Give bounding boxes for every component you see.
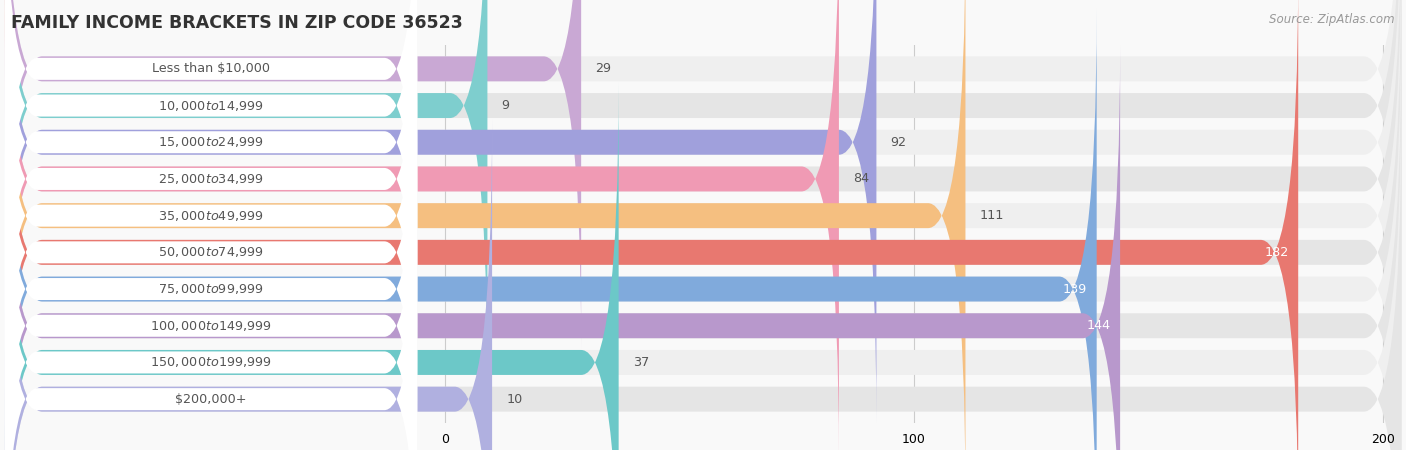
FancyBboxPatch shape: [4, 117, 418, 450]
FancyBboxPatch shape: [4, 0, 581, 350]
Text: $50,000 to $74,999: $50,000 to $74,999: [157, 245, 264, 259]
Text: 92: 92: [890, 136, 907, 149]
FancyBboxPatch shape: [4, 45, 1121, 450]
FancyBboxPatch shape: [4, 8, 1097, 450]
FancyBboxPatch shape: [4, 81, 619, 450]
Text: $75,000 to $99,999: $75,000 to $99,999: [157, 282, 264, 296]
FancyBboxPatch shape: [4, 80, 418, 450]
Text: $35,000 to $49,999: $35,000 to $49,999: [157, 209, 264, 223]
Text: $15,000 to $24,999: $15,000 to $24,999: [157, 135, 264, 149]
Text: 84: 84: [853, 172, 869, 185]
FancyBboxPatch shape: [4, 0, 1402, 387]
FancyBboxPatch shape: [4, 0, 418, 315]
Text: Source: ZipAtlas.com: Source: ZipAtlas.com: [1270, 14, 1395, 27]
FancyBboxPatch shape: [4, 45, 1402, 450]
Text: 9: 9: [502, 99, 509, 112]
FancyBboxPatch shape: [4, 0, 418, 388]
Text: 144: 144: [1087, 319, 1111, 332]
Text: 111: 111: [980, 209, 1004, 222]
Text: 37: 37: [633, 356, 650, 369]
FancyBboxPatch shape: [4, 0, 488, 387]
FancyBboxPatch shape: [4, 0, 418, 425]
Text: 29: 29: [595, 63, 612, 75]
FancyBboxPatch shape: [4, 43, 418, 450]
FancyBboxPatch shape: [4, 0, 1402, 423]
FancyBboxPatch shape: [4, 81, 1402, 450]
FancyBboxPatch shape: [4, 0, 966, 450]
Text: $25,000 to $34,999: $25,000 to $34,999: [157, 172, 264, 186]
FancyBboxPatch shape: [4, 0, 839, 450]
Text: $100,000 to $149,999: $100,000 to $149,999: [150, 319, 271, 333]
FancyBboxPatch shape: [4, 153, 418, 450]
FancyBboxPatch shape: [4, 118, 1402, 450]
FancyBboxPatch shape: [4, 8, 1402, 450]
Text: 139: 139: [1063, 283, 1087, 296]
Text: $200,000+: $200,000+: [176, 393, 246, 405]
FancyBboxPatch shape: [4, 0, 1402, 450]
FancyBboxPatch shape: [4, 118, 492, 450]
Text: 182: 182: [1264, 246, 1289, 259]
FancyBboxPatch shape: [4, 0, 1402, 350]
FancyBboxPatch shape: [4, 6, 418, 450]
FancyBboxPatch shape: [4, 0, 1402, 450]
FancyBboxPatch shape: [4, 0, 418, 351]
Text: $150,000 to $199,999: $150,000 to $199,999: [150, 356, 271, 369]
Text: $10,000 to $14,999: $10,000 to $14,999: [157, 99, 264, 112]
FancyBboxPatch shape: [4, 0, 1402, 450]
Text: Less than $10,000: Less than $10,000: [152, 63, 270, 75]
FancyBboxPatch shape: [4, 0, 1298, 450]
FancyBboxPatch shape: [4, 0, 418, 450]
Text: 10: 10: [506, 393, 523, 405]
FancyBboxPatch shape: [4, 0, 876, 423]
Text: FAMILY INCOME BRACKETS IN ZIP CODE 36523: FAMILY INCOME BRACKETS IN ZIP CODE 36523: [11, 14, 463, 32]
